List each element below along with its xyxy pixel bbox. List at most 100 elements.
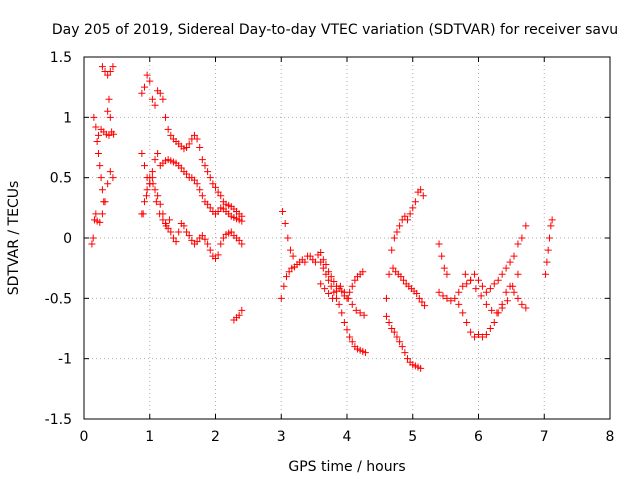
data-point (325, 276, 333, 284)
y-tick-label: -1 (58, 352, 72, 368)
data-point (396, 222, 404, 230)
data-point (193, 135, 201, 143)
data-point (284, 234, 292, 242)
data-point (190, 176, 198, 184)
data-point (417, 186, 425, 194)
data-point (330, 277, 338, 285)
data-point (185, 232, 193, 240)
data-point (286, 246, 294, 254)
data-point (393, 333, 401, 341)
data-point (98, 63, 106, 71)
data-point (198, 192, 206, 200)
data-point (183, 170, 191, 178)
data-point (514, 294, 522, 302)
data-point (382, 294, 390, 302)
data-point (151, 156, 159, 164)
y-tick-label: 0 (63, 231, 72, 247)
data-point (478, 333, 486, 341)
data-point (188, 236, 196, 244)
data-point (327, 273, 335, 281)
data-point (98, 210, 106, 218)
data-point (329, 294, 337, 302)
series-arc-c-high (279, 207, 297, 260)
data-point (335, 300, 343, 308)
data-point (198, 156, 206, 164)
data-point (159, 216, 167, 224)
data-point (346, 333, 354, 341)
data-point (547, 222, 555, 230)
data-point (100, 198, 108, 206)
data-point (518, 234, 526, 242)
data-point (510, 288, 518, 296)
data-point (238, 306, 246, 314)
data-point (455, 288, 463, 296)
data-point (385, 318, 393, 326)
data-point (503, 297, 511, 305)
data-point (156, 89, 164, 97)
data-point (418, 298, 426, 306)
data-point (543, 258, 551, 266)
data-point (385, 270, 393, 278)
data-point (279, 207, 287, 215)
data-point (332, 287, 340, 295)
series-arc-b-cluster (139, 174, 173, 230)
data-point (185, 140, 193, 148)
data-point (319, 264, 327, 272)
data-point (235, 311, 243, 319)
data-point (106, 67, 114, 75)
data-point (209, 180, 217, 188)
series-arc-d-fall (382, 312, 425, 372)
data-point (142, 192, 150, 200)
data-point (388, 246, 396, 254)
data-point (149, 180, 157, 188)
axis-ticks: 0 1 2 3 4 5 6 7 8 1.5 1 0.5 0 -0.5 -1 -1.5 (45, 50, 615, 445)
data-point (498, 270, 506, 278)
series-arc-e-spike (435, 240, 451, 278)
x-tick-label: 6 (474, 429, 483, 445)
data-point (196, 186, 204, 194)
data-point (382, 312, 390, 320)
data-point (419, 192, 427, 200)
data-point (490, 280, 498, 288)
data-point (169, 234, 177, 242)
data-point (283, 273, 291, 281)
data-point (322, 261, 330, 269)
data-point (92, 210, 100, 218)
data-point (146, 174, 154, 182)
y-tick-label: -1.5 (45, 412, 72, 428)
data-point (183, 228, 191, 236)
data-point (201, 162, 209, 170)
data-point (140, 198, 148, 206)
data-point (344, 294, 352, 302)
data-point (477, 292, 485, 300)
data-point (109, 63, 117, 71)
data-point (214, 207, 222, 215)
data-point (143, 71, 151, 79)
data-point (352, 306, 360, 314)
data-point (488, 306, 496, 314)
x-tick-label: 4 (343, 429, 352, 445)
data-point (393, 228, 401, 236)
data-point (546, 234, 554, 242)
data-point (164, 125, 172, 133)
data-point (227, 228, 235, 236)
data-point (361, 349, 369, 357)
data-point (317, 280, 325, 288)
data-point (463, 280, 471, 288)
series-arc-a-low (88, 168, 117, 248)
data-point (214, 251, 222, 259)
data-point (138, 150, 146, 158)
data-point (340, 318, 348, 326)
data-point (467, 328, 475, 336)
data-point (518, 300, 526, 308)
data-point (447, 297, 455, 305)
data-point (502, 264, 510, 272)
data-point (482, 300, 490, 308)
series-arc-e-main (435, 222, 530, 305)
data-point (340, 288, 348, 296)
data-point (104, 107, 112, 115)
data-point (94, 131, 102, 139)
data-point (388, 325, 396, 332)
data-point (204, 168, 212, 176)
